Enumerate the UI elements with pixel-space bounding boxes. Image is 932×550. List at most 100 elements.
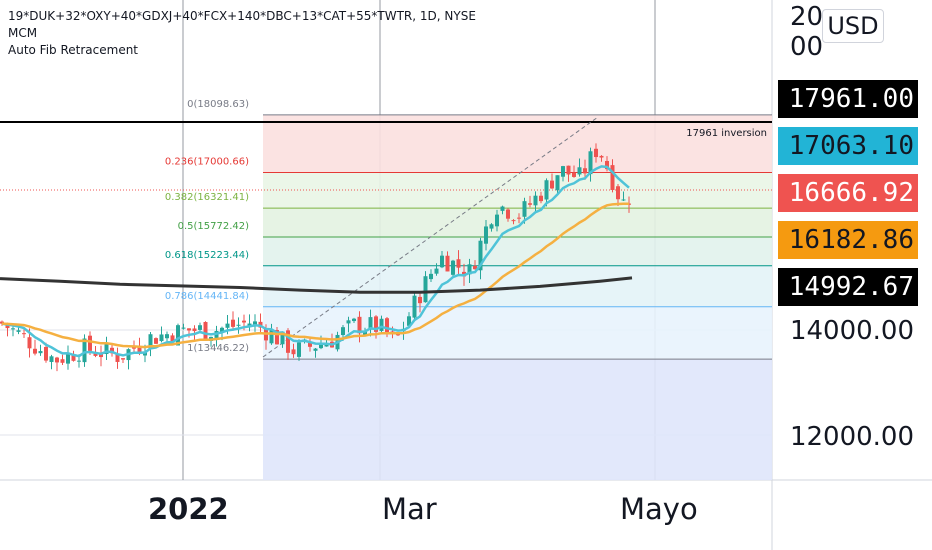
- candle-body-15: [82, 338, 87, 363]
- price-tag-2: 16666.92: [778, 174, 918, 212]
- symbol-title[interactable]: 19*DUK+32*OXY+40*GDXJ+40*FCX+140*DBC+13*…: [8, 9, 476, 23]
- candle-body-30: [165, 334, 169, 339]
- candle-body-29: [159, 334, 164, 342]
- candle-body-32: [176, 325, 180, 346]
- candle-body-83: [456, 259, 461, 268]
- x-label-2022: 2022: [148, 492, 229, 526]
- fib-label-0.382: 0.382(16321.41): [165, 192, 249, 203]
- candle-body-97: [533, 195, 538, 206]
- y-label-14000: 14000.00: [789, 316, 914, 346]
- candle-body-98: [539, 195, 543, 202]
- candle-body-40: [220, 327, 224, 332]
- y-label-top-tail: 00: [790, 32, 824, 62]
- candle-body-88: [484, 226, 488, 244]
- candle-body-16: [88, 335, 92, 351]
- y-label-12000: 12000.00: [789, 422, 914, 452]
- candle-body-78: [429, 273, 433, 280]
- indicator-auto-fib[interactable]: Auto Fib Retracement: [8, 43, 139, 57]
- price-tag-4: 14992.67: [778, 268, 918, 306]
- candle-body-5: [27, 337, 32, 349]
- candle-body-68: [374, 316, 378, 332]
- candle-body-6: [33, 348, 37, 354]
- candle-body-45: [247, 323, 252, 327]
- fib-label-0.236: 0.236(17000.66): [165, 156, 249, 167]
- candle-body-114: [627, 203, 631, 205]
- candle-body-51: [280, 331, 285, 345]
- price-tag-1: 17063.10: [778, 127, 918, 165]
- candle-body-27: [148, 334, 153, 349]
- candle-body-37: [203, 322, 208, 340]
- x-label-mar: Mar: [382, 492, 437, 526]
- candle-body-4: [22, 333, 26, 335]
- candle-body-74: [407, 316, 411, 326]
- candle-body-108: [594, 148, 598, 158]
- x-label-mayo: Mayo: [620, 492, 698, 526]
- candle-body-95: [522, 201, 527, 217]
- candle-body-33: [181, 327, 186, 329]
- price-tag-3: 16182.86: [778, 221, 918, 259]
- candle-body-41: [225, 323, 230, 328]
- y-label-top-head: 20: [790, 2, 824, 32]
- candle-body-106: [583, 168, 587, 174]
- candle-body-57: [313, 348, 318, 351]
- candle-body-96: [528, 203, 532, 205]
- fib-label-0.786: 0.786(14441.84): [165, 291, 249, 302]
- candle-body-52: [286, 330, 290, 353]
- currency-button[interactable]: USD: [822, 9, 884, 43]
- candle-body-69: [379, 318, 384, 331]
- candle-body-3: [16, 330, 21, 332]
- candle-body-0: [0, 321, 4, 324]
- candle-body-103: [566, 165, 571, 175]
- candle-body-64: [352, 318, 356, 322]
- fib-label-0.618: 0.618(15223.44): [165, 250, 249, 261]
- candle-body-58: [319, 344, 323, 349]
- candle-body-102: [561, 166, 565, 177]
- candle-body-109: [599, 155, 604, 158]
- candle-body-100: [550, 180, 554, 189]
- candle-body-25: [137, 346, 142, 353]
- candle-body-111: [610, 165, 615, 191]
- y-label-top: 2000: [790, 2, 910, 62]
- candle-body-46: [253, 321, 257, 325]
- candle-body-17: [93, 353, 98, 356]
- candle-body-107: [588, 151, 593, 175]
- candle-body-77: [423, 276, 428, 303]
- fib-zone-0: [263, 114, 772, 173]
- candle-body-82: [451, 260, 455, 275]
- candle-body-36: [198, 325, 202, 330]
- fib-label-0: 0(18098.63): [187, 99, 249, 110]
- candle-body-70: [385, 318, 389, 334]
- candle-body-91: [500, 206, 505, 211]
- candle-body-2: [11, 328, 15, 330]
- candle-body-90: [495, 214, 499, 227]
- candle-body-28: [154, 338, 158, 344]
- fib-zone-0.5: [263, 236, 772, 266]
- candle-body-22: [121, 358, 125, 360]
- candle-body-105: [577, 167, 582, 175]
- candle-body-65: [357, 316, 362, 334]
- candle-body-54: [297, 342, 301, 357]
- trend-line: [262, 116, 599, 358]
- candle-body-110: [605, 160, 609, 170]
- candle-body-92: [506, 209, 510, 219]
- candle-body-10: [55, 357, 59, 363]
- candle-body-18: [99, 353, 103, 358]
- candle-body-112: [616, 186, 620, 200]
- candle-body-67: [368, 317, 373, 330]
- candle-body-72: [396, 334, 400, 336]
- chart-header: 19*DUK+32*OXY+40*GDXJ+40*FCX+140*DBC+13*…: [8, 8, 476, 59]
- candle-body-43: [236, 324, 241, 326]
- candle-body-94: [517, 217, 521, 219]
- candle-body-7: [38, 351, 43, 354]
- indicator-mcm[interactable]: MCM: [8, 26, 38, 40]
- ema-short-line: [1, 165, 630, 358]
- candle-body-42: [231, 319, 235, 327]
- candle-body-50: [275, 329, 279, 345]
- price-tag-0: 17961.00: [778, 80, 918, 118]
- candle-body-11: [60, 359, 65, 363]
- candle-body-87: [478, 240, 483, 271]
- candle-body-20: [110, 347, 114, 354]
- annotation-17961-inversion: 17961 inversion: [686, 128, 767, 139]
